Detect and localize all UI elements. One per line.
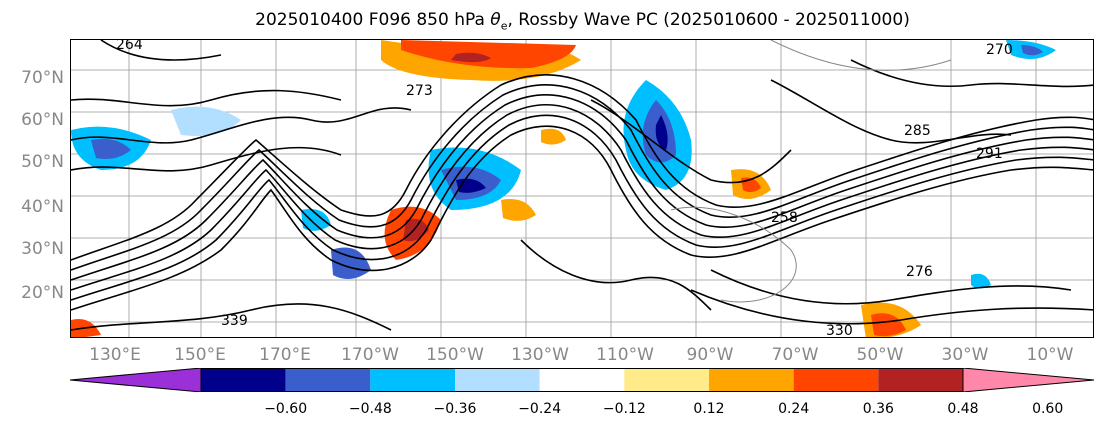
contour-label: 264	[116, 40, 143, 53]
map-panel: 264 273 285 291 270 258 276 339 330	[70, 39, 1094, 338]
lon-label: 70°W	[771, 345, 819, 365]
colorbar-bin	[455, 368, 540, 392]
colorbar-bin	[878, 368, 963, 392]
colorbar-bin	[201, 368, 286, 392]
contour-label: 291	[976, 146, 1003, 162]
colorbar-extend-max	[962, 367, 1095, 393]
lat-label: 70°N	[21, 68, 64, 88]
colorbar-tick-label: −0.60	[264, 401, 308, 417]
lat-label: 40°N	[21, 197, 64, 217]
lat-label: 50°N	[21, 152, 64, 172]
colorbar-tick-label: −0.48	[348, 401, 392, 417]
lon-label: 170°E	[259, 345, 311, 365]
graticule	[71, 40, 1093, 337]
lon-label: 130°E	[89, 345, 141, 365]
colorbar-extend-min	[69, 367, 202, 393]
lat-label: 60°N	[21, 110, 64, 130]
contour-label: 285	[904, 123, 931, 139]
lon-label: 130°W	[511, 345, 569, 365]
contour-label: 330	[826, 323, 853, 338]
contour-label: 276	[906, 264, 933, 280]
theta-e-contours	[71, 40, 1093, 331]
colorbar-tick-label: −0.36	[433, 401, 477, 417]
colorbar-bin	[709, 368, 794, 392]
anomaly-shading	[71, 40, 1056, 337]
colorbar-bin	[285, 368, 371, 392]
lon-label: 150°E	[174, 345, 226, 365]
contour-label: 339	[221, 313, 248, 329]
gray-contours	[670, 40, 952, 303]
colorbar	[69, 367, 1095, 393]
lon-label: 110°W	[596, 345, 654, 365]
colorbar-bin	[793, 368, 879, 392]
colorbar-tick-label: 0.48	[947, 401, 979, 417]
colorbar-tick-label: −0.12	[602, 401, 646, 417]
lat-label: 20°N	[21, 283, 64, 303]
map-title: 2025010400 F096 850 hPa θe, Rossby Wave …	[255, 10, 910, 33]
lon-label: 170°W	[341, 345, 399, 365]
lon-label: 10°W	[1026, 345, 1074, 365]
lon-label: 90°W	[686, 345, 734, 365]
colorbar-tick-label: 0.12	[693, 401, 725, 417]
contour-label: 273	[406, 83, 433, 99]
colorbar-bin	[370, 368, 455, 392]
colorbar-bin	[539, 368, 625, 392]
lon-label: 150°W	[426, 345, 484, 365]
lon-label: 30°W	[941, 345, 989, 365]
lon-label: 50°W	[856, 345, 904, 365]
contour-label-group: 264 273 285 291 270 258 276 339 330	[116, 40, 1013, 338]
colorbar-tick-label: 0.36	[862, 401, 894, 417]
colorbar-bin	[624, 368, 709, 392]
colorbar-tick-label: 0.60	[1032, 401, 1064, 417]
lat-label: 30°N	[21, 239, 64, 259]
colorbar-tick-label: −0.24	[518, 401, 562, 417]
colorbar-tick-label: 0.24	[778, 401, 810, 417]
contour-label: 270	[986, 42, 1013, 58]
contour-label: 258	[771, 210, 798, 226]
